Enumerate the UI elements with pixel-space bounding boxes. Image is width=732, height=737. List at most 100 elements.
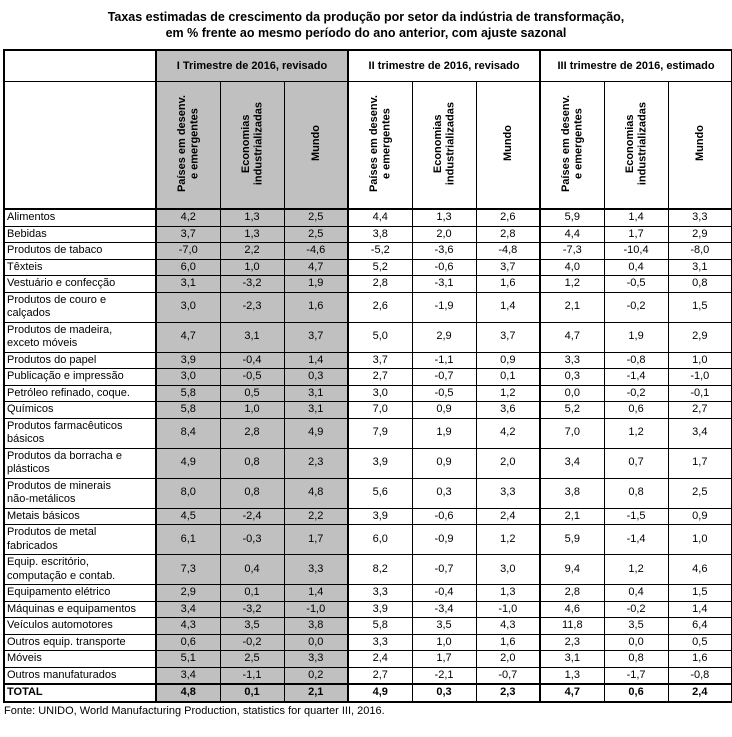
value-cell: 6,0	[155, 258, 221, 276]
value-cell: 2,1	[539, 291, 605, 323]
value-cell: -4,8	[475, 242, 541, 260]
value-cell: 3,3	[283, 650, 349, 668]
value-cell: 2,5	[283, 225, 349, 243]
value-cell: 2,5	[219, 650, 285, 668]
value-cell: 2,8	[347, 275, 413, 293]
value-cell: 0,7	[603, 447, 669, 479]
value-cell: -0,7	[411, 368, 477, 386]
value-cell: 3,7	[475, 258, 541, 276]
table-row: Produtos do papel 3,9 -0,4 1,4 3,7 -1,1 0,9 3,3…	[3, 351, 732, 369]
value-cell: 3,7	[283, 321, 349, 353]
value-cell: 3,1	[219, 321, 285, 353]
table-row: Outros equip. transporte 0,6 -0,2 0,0 3,3 1,0…	[3, 633, 732, 651]
value-cell: 2,3	[539, 633, 605, 651]
value-cell: 1,2	[603, 417, 669, 449]
value-cell: 4,2	[475, 417, 541, 449]
value-cell: -0,5	[603, 275, 669, 293]
value-cell: 5,2	[347, 258, 413, 276]
value-cell: 1,2	[475, 384, 541, 402]
value-cell: 2,4	[475, 507, 541, 525]
value-cell: 2,5	[283, 208, 349, 227]
value-cell: 1,9	[283, 275, 349, 293]
value-cell: 0,0	[603, 633, 669, 651]
value-cell: 2,9	[411, 321, 477, 353]
value-cell: 2,7	[667, 401, 732, 419]
value-cell: -0,1	[667, 384, 732, 402]
value-cell: 11,8	[539, 617, 605, 635]
table-row: Químicos 5,8 1,0 3,1 7,0 0,9 3,6 5,2 0,6 2,7	[3, 401, 732, 419]
row-label: Químicos	[3, 401, 157, 419]
value-cell: 3,8	[539, 477, 605, 509]
table-row: Produtos farmacêuticos básicos 8,4 2,8 4,9 7…	[3, 417, 732, 449]
value-cell: 4,4	[539, 225, 605, 243]
value-cell: 0,8	[667, 275, 732, 293]
value-cell: 4,9	[283, 417, 349, 449]
value-cell: 4,9	[347, 683, 413, 702]
value-cell: 4,5	[155, 507, 221, 525]
value-cell: 6,0	[347, 524, 413, 555]
value-cell: 2,2	[283, 507, 349, 525]
value-cell: 8,4	[155, 417, 221, 449]
row-label: Produtos de metal fabricados	[3, 524, 157, 555]
table-row: Bebidas 3,7 1,3 2,5 3,8 2,0 2,8 4,4 1,7 2,9	[3, 225, 732, 243]
table-row: Produtos da borracha e plásticos 4,9 0,8 2,…	[3, 447, 732, 479]
value-cell: -1,0	[475, 600, 541, 618]
value-cell: 3,7	[155, 225, 221, 243]
subheader-industrialized: Economias industrializadas	[603, 80, 669, 210]
value-cell: 3,1	[667, 258, 732, 276]
value-cell: 1,7	[283, 524, 349, 555]
value-cell: -3,6	[411, 242, 477, 260]
subheader-developing: Países em desenv. e emergentes	[539, 80, 605, 210]
subheader-world: Mundo	[283, 80, 349, 210]
quarter-header-q3: III trimestre de 2016, estimado	[539, 49, 732, 82]
value-cell: 0,8	[603, 477, 669, 509]
value-cell: 4,3	[475, 617, 541, 635]
value-cell: 3,8	[283, 617, 349, 635]
value-cell: -0,2	[603, 600, 669, 618]
row-label: Produtos farmacêuticos básicos	[3, 417, 157, 449]
table-row: Vestuário e confecção 3,1 -3,2 1,9 2,8 -3,1 1,…	[3, 275, 732, 293]
value-cell: 1,3	[411, 208, 477, 227]
value-cell: 1,4	[283, 584, 349, 602]
value-cell: 5,0	[347, 321, 413, 353]
value-cell: 0,6	[155, 633, 221, 651]
value-cell: 0,3	[539, 368, 605, 386]
value-cell: 3,6	[475, 401, 541, 419]
value-cell: -1,9	[411, 291, 477, 323]
value-cell: 0,0	[539, 384, 605, 402]
value-cell: 3,1	[283, 384, 349, 402]
value-cell: 3,8	[347, 225, 413, 243]
value-cell: 1,5	[667, 291, 732, 323]
row-label: Têxteis	[3, 258, 157, 276]
table-body: Alimentos 4,2 1,3 2,5 4,4 1,3 2,6 5,9 1,4 3,3 Bebi…	[3, 208, 732, 702]
value-cell: 3,3	[347, 584, 413, 602]
value-cell: 2,1	[283, 683, 349, 702]
value-cell: 2,9	[155, 584, 221, 602]
value-cell: 4,8	[155, 683, 221, 702]
value-cell: 0,0	[283, 633, 349, 651]
value-cell: 3,0	[155, 291, 221, 323]
value-cell: 1,0	[219, 258, 285, 276]
value-cell: 4,3	[155, 617, 221, 635]
table-row: Produtos de couro e calçados 3,0 -2,3 1,6 2,…	[3, 291, 732, 323]
value-cell: 1,6	[475, 633, 541, 651]
row-label: Produtos de minerais não-metálicos	[3, 477, 157, 509]
value-cell: 0,5	[667, 633, 732, 651]
value-cell: 4,7	[283, 258, 349, 276]
value-cell: 0,8	[219, 477, 285, 509]
value-cell: -10,4	[603, 242, 669, 260]
value-cell: 1,3	[219, 208, 285, 227]
value-cell: 3,0	[475, 554, 541, 585]
value-cell: 3,5	[219, 617, 285, 635]
value-cell: -1,0	[283, 600, 349, 618]
row-label: Máquinas e equipamentos	[3, 600, 157, 618]
value-cell: 1,0	[219, 401, 285, 419]
value-cell: 1,0	[411, 633, 477, 651]
value-cell: -0,4	[219, 351, 285, 369]
value-cell: 1,2	[539, 275, 605, 293]
value-cell: 2,6	[475, 208, 541, 227]
value-cell: 1,4	[283, 351, 349, 369]
value-cell: -3,2	[219, 275, 285, 293]
value-cell: 5,2	[539, 401, 605, 419]
